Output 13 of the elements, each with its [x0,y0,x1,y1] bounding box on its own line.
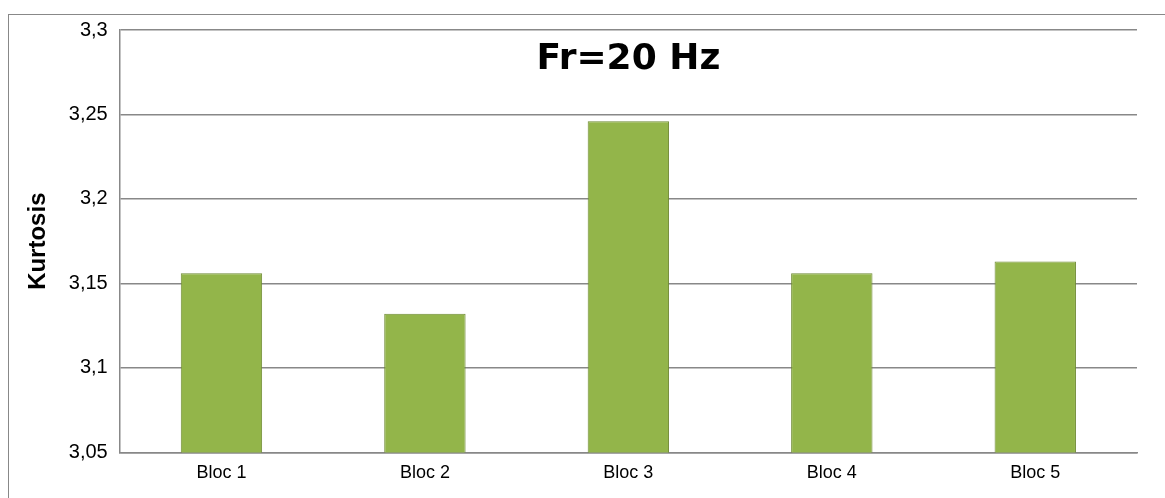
y-tick-label: 3,15 [68,270,108,293]
y-axis-title: Kurtosis [23,192,51,290]
x-tick-label: Bloc 4 [806,462,857,483]
y-tick-label: 3,2 [79,186,108,209]
y-tick-label: 3,05 [68,439,108,462]
chart-title: Fr=20 Hz [536,36,721,78]
y-tick-label: 3,1 [79,355,108,378]
y-tick-label: 3,25 [68,102,108,124]
x-tick-label: Bloc 2 [399,462,450,483]
x-tick-label: Bloc 1 [196,462,247,483]
x-tick-label: Bloc 5 [1010,462,1061,483]
y-tick-label: 3,3 [79,17,108,40]
x-tick-label: Bloc 3 [603,462,654,483]
